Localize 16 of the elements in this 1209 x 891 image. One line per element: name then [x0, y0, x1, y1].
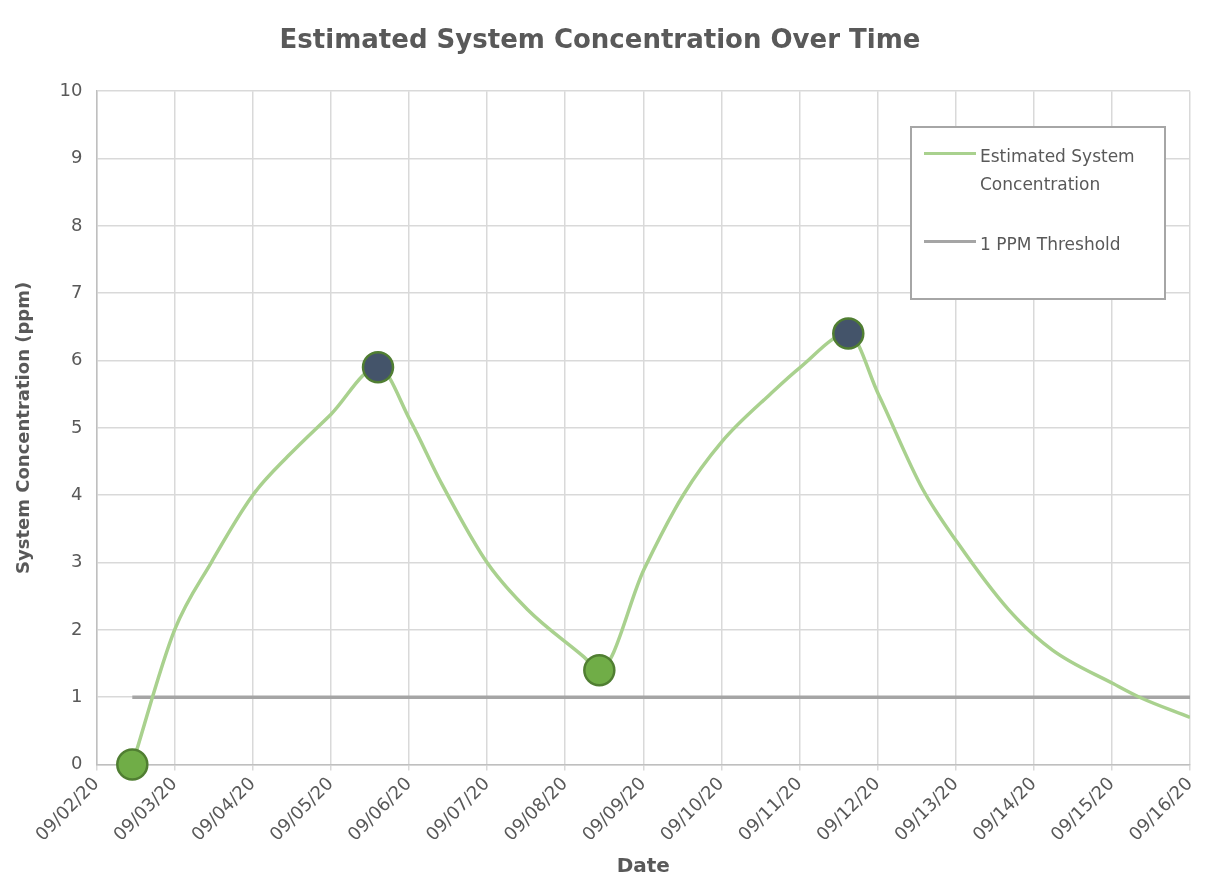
y-tick-label: 3 — [71, 550, 83, 572]
y-tick-label: 4 — [71, 482, 83, 504]
y-tick-label: 10 — [59, 78, 83, 100]
y-tick-label: 0 — [71, 752, 83, 774]
y-tick-label: 8 — [71, 213, 83, 235]
legend-label: Estimated System Concentration — [980, 145, 1136, 197]
y-tick-label: 7 — [71, 280, 83, 302]
y-tick-label: 9 — [71, 146, 83, 168]
chart-title: Estimated System Concentration Over Time — [279, 24, 921, 55]
x-axis-title: Date — [616, 853, 670, 878]
legend-label: 1 PPM Threshold — [980, 233, 1121, 257]
y-axis-title: System Concentration (ppm) — [12, 281, 34, 574]
y-tick-label: 1 — [71, 684, 83, 706]
y-tick-label: 6 — [71, 348, 83, 370]
y-tick-label: 2 — [71, 617, 83, 639]
y-tick-label: 5 — [71, 415, 83, 437]
